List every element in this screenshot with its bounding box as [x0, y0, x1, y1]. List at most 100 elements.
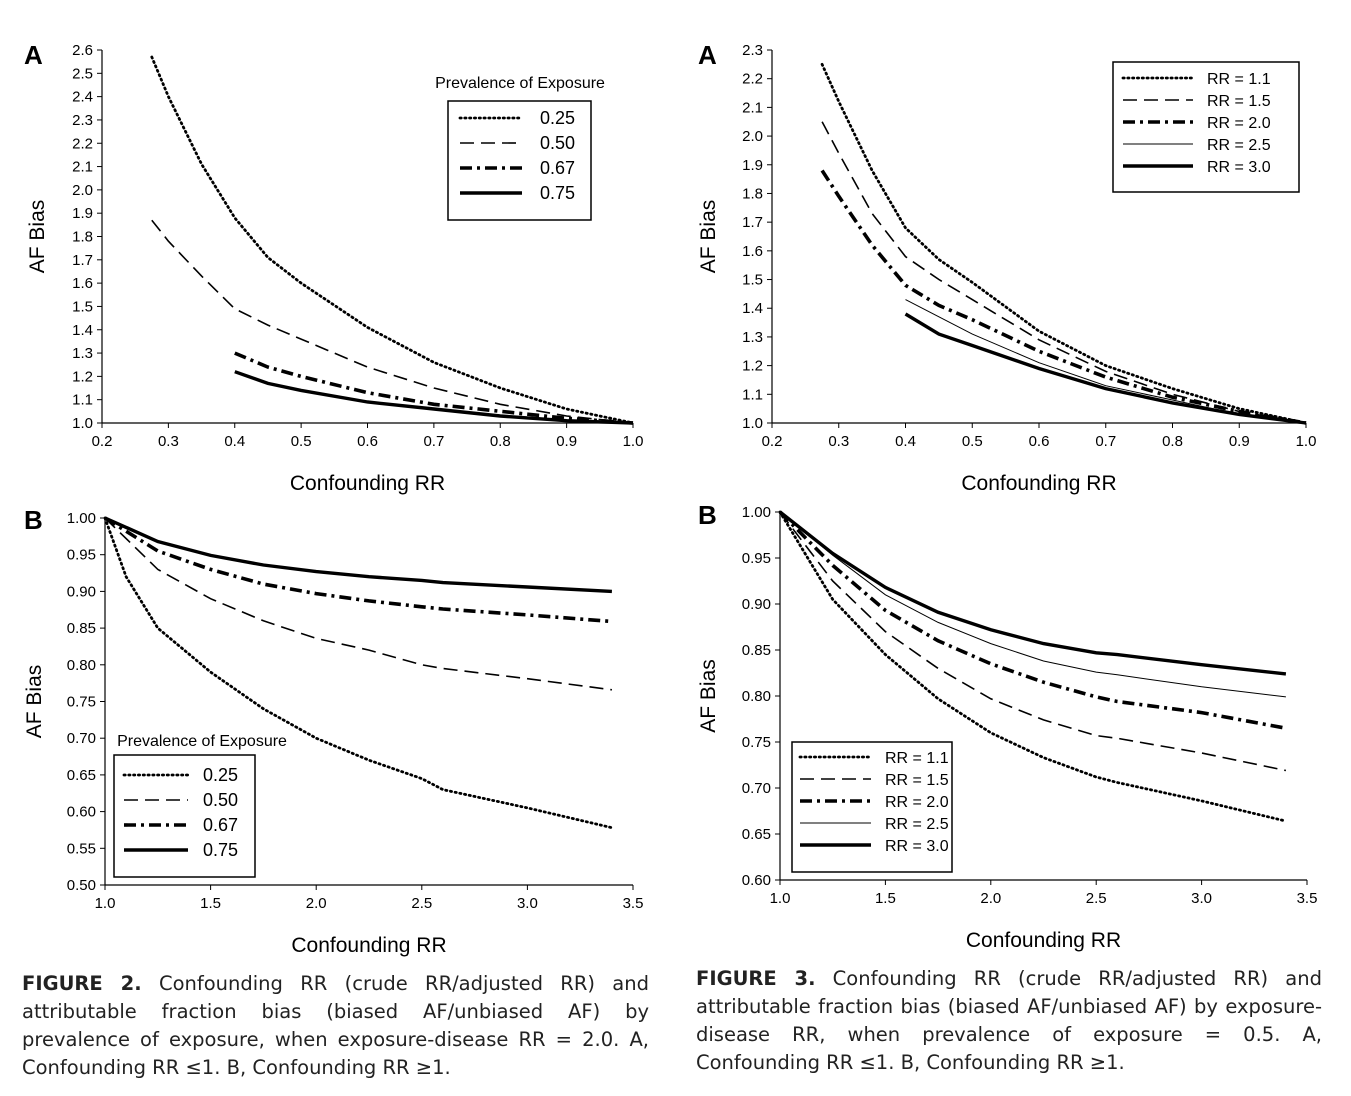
y-tick-label: 1.6 [72, 275, 93, 292]
x-tick-label: 3.5 [1297, 890, 1318, 907]
series-line-RR-3-0 [904, 312, 1307, 425]
legend-box [447, 100, 592, 221]
chart-fig2a: A 1.0 1.1 1.2 1.3 1.4 1.5 1.6 1.7 1.8 1.9 2.0 2.1 2.2… [24, 40, 644, 495]
panel-label: A [24, 40, 43, 70]
x-tick-label: 1.0 [95, 895, 116, 912]
x-tick-label: 0.3 [828, 433, 849, 450]
x-tick-label: 1.0 [1296, 433, 1317, 450]
y-axis-label: AF Bias [697, 200, 720, 274]
x-tick-label: 0.3 [158, 433, 179, 450]
figure2-caption-text: Confounding RR (crude RR/adjusted RR) an… [22, 972, 649, 1079]
y-tick-label: 0.60 [742, 872, 771, 889]
series-line-RR-2-0 [778, 510, 1287, 730]
x-axis-label: Confounding RR [966, 929, 1121, 952]
y-tick-label: 2.0 [72, 182, 93, 199]
legend-entry-label: RR = 1.1 [885, 750, 949, 767]
y-tick-label: 1.8 [72, 229, 93, 246]
legend-entry-label: 0.50 [540, 133, 575, 153]
x-tick-label: 2.5 [411, 895, 432, 912]
y-axis-label: AF Bias [26, 200, 49, 274]
y-tick-label: 1.5 [72, 298, 93, 315]
x-tick-label: 0.4 [224, 433, 245, 450]
x-tick-label: 0.6 [357, 433, 378, 450]
y-tick-label: 0.90 [742, 596, 771, 613]
panel-label: B [698, 500, 717, 530]
legend-entry-label: 0.75 [540, 183, 575, 203]
y-tick-label: 2.2 [742, 71, 763, 88]
legend-entry-label: 0.67 [203, 815, 238, 835]
legend-entry-label: RR = 1.5 [885, 772, 949, 789]
figure3-caption-label: FIGURE 3. [696, 967, 816, 990]
y-tick-label: 1.8 [742, 185, 763, 202]
y-tick-label: 0.95 [742, 550, 771, 567]
series-line-0-67 [234, 351, 634, 425]
y-tick-label: 1.9 [742, 157, 763, 174]
series-line-RR-1-1 [778, 510, 1288, 823]
y-tick-label: 1.00 [742, 504, 771, 521]
y-tick-label: 1.0 [72, 415, 93, 432]
series-line-0-25 [103, 516, 614, 830]
figure3-caption-text: Confounding RR (crude RR/adjusted RR) an… [696, 967, 1322, 1074]
y-tick-label: 1.1 [742, 386, 763, 403]
legend-title: Prevalence of Exposure [117, 733, 287, 750]
figure2-caption: FIGURE 2. Confounding RR (crude RR/adjus… [22, 970, 649, 1082]
x-tick-label: 1.5 [200, 895, 221, 912]
x-tick-label: 0.2 [762, 433, 783, 450]
series-line-0-75 [104, 516, 612, 594]
chart-fig3b: B 0.60 0.65 0.70 0.75 0.80 0.85 0.90 0.95 1.00 1.0… [697, 500, 1318, 952]
y-tick-label: 2.0 [742, 128, 763, 145]
series-line-0-67 [104, 516, 613, 624]
series-line-RR-2-5 [779, 511, 1286, 698]
y-tick-label: 0.90 [67, 583, 96, 600]
legend-entry-label: 0.67 [540, 158, 575, 178]
x-tick-label: 0.9 [556, 433, 577, 450]
y-tick-label: 1.2 [72, 368, 93, 385]
y-tick-label: 1.7 [742, 214, 763, 231]
y-axis-label: AF Bias [23, 665, 46, 739]
legend-box [1112, 61, 1300, 193]
series-line-0-75 [234, 370, 634, 425]
y-tick-label: 0.95 [67, 547, 96, 564]
y-tick-label: 0.50 [67, 877, 96, 894]
series-line-0-50 [104, 517, 613, 691]
figure2-caption-label: FIGURE 2. [22, 972, 142, 995]
y-tick-label: 1.3 [742, 329, 763, 346]
x-tick-label: 2.0 [306, 895, 327, 912]
y-tick-label: 1.7 [72, 252, 93, 269]
y-tick-label: 2.4 [72, 89, 93, 106]
y-tick-label: 0.65 [67, 767, 96, 784]
legend-entry-label: RR = 3.0 [1207, 159, 1271, 176]
legend-entry-label: RR = 2.5 [1207, 137, 1271, 154]
x-tick-label: 3.5 [623, 895, 644, 912]
y-tick-label: 1.00 [67, 510, 96, 527]
x-tick-label: 0.2 [92, 433, 113, 450]
x-axis-label: Confounding RR [290, 472, 445, 495]
x-tick-label: 2.5 [1086, 890, 1107, 907]
y-tick-label: 2.3 [742, 42, 763, 59]
x-axis-label: Confounding RR [291, 934, 446, 957]
legend-entry-label: RR = 3.0 [885, 838, 949, 855]
x-tick-label: 0.7 [423, 433, 444, 450]
legend-box [791, 741, 953, 873]
y-tick-label: 1.2 [742, 358, 763, 375]
y-tick-label: 2.1 [742, 99, 763, 116]
x-tick-label: 0.5 [962, 433, 983, 450]
legend-entry-label: 0.25 [203, 765, 238, 785]
y-tick-label: 1.3 [72, 345, 93, 362]
y-axis-label: AF Bias [697, 659, 720, 733]
y-tick-label: 0.75 [67, 694, 96, 711]
x-tick-label: 0.8 [490, 433, 511, 450]
y-tick-label: 0.55 [67, 840, 96, 857]
y-tick-label: 1.4 [742, 300, 763, 317]
x-tick-label: 3.0 [1191, 890, 1212, 907]
legend-entry-label: RR = 1.1 [1207, 71, 1271, 88]
y-tick-label: 1.0 [742, 415, 763, 432]
x-tick-label: 2.0 [980, 890, 1001, 907]
y-tick-label: 0.85 [742, 642, 771, 659]
series-line-RR-2-0 [820, 169, 1307, 425]
figure3-caption: FIGURE 3. Confounding RR (crude RR/adjus… [696, 965, 1322, 1077]
x-tick-label: 0.5 [291, 433, 312, 450]
y-tick-label: 1.4 [72, 322, 93, 339]
x-tick-label: 1.0 [623, 433, 644, 450]
legend-entry-label: 0.25 [540, 108, 575, 128]
